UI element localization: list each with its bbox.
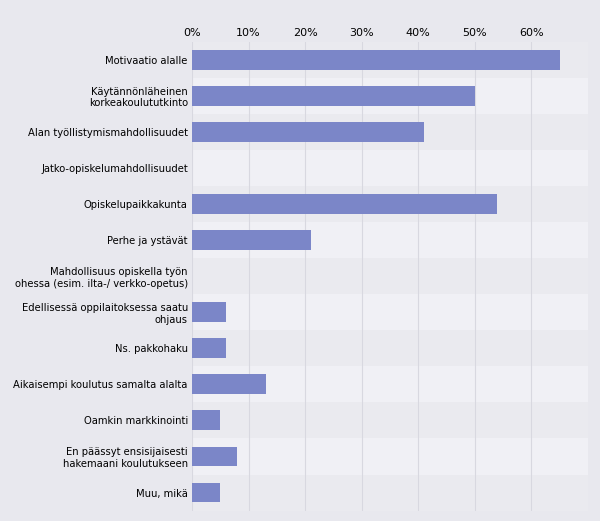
- Bar: [192, 42, 588, 78]
- Bar: [192, 302, 226, 322]
- Bar: [192, 122, 424, 142]
- Bar: [192, 338, 226, 358]
- Bar: [192, 330, 588, 366]
- Bar: [192, 446, 237, 466]
- Bar: [192, 402, 588, 439]
- Bar: [192, 375, 266, 394]
- Bar: [192, 194, 497, 214]
- Bar: [192, 230, 311, 250]
- Bar: [192, 78, 588, 114]
- Bar: [192, 258, 588, 294]
- Bar: [192, 86, 475, 106]
- Bar: [192, 150, 588, 186]
- Bar: [192, 114, 588, 150]
- Bar: [192, 186, 588, 222]
- Bar: [192, 411, 220, 430]
- Bar: [192, 482, 220, 502]
- Bar: [192, 294, 588, 330]
- Bar: [192, 222, 588, 258]
- Bar: [192, 439, 588, 475]
- Bar: [192, 366, 588, 402]
- Bar: [192, 475, 588, 511]
- Bar: [192, 50, 560, 70]
